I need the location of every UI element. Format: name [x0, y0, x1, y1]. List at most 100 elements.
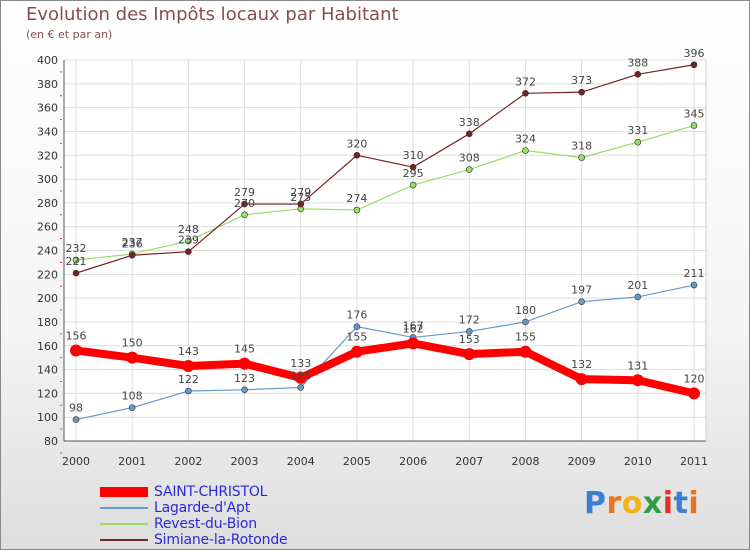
data-point-lagarde-d-apt [72, 416, 80, 423]
data-label-simiane-la-rotonde: 221 [66, 255, 87, 268]
x-tick-label: 2003 [231, 455, 259, 468]
logo-letter: i [662, 486, 674, 521]
data-label-lagarde-d-apt: 122 [178, 373, 199, 386]
data-point-simiane-la-rotonde [578, 88, 585, 96]
data-point-revest-du-bion [465, 166, 473, 173]
data-point-lagarde-d-apt [241, 386, 248, 394]
data-label-saint-christol: 131 [627, 359, 648, 372]
x-tick-label: 2002 [174, 455, 202, 468]
y-tick-label: 160 [37, 340, 58, 353]
logo-letter: r [606, 486, 622, 521]
data-label-saint-christol: 150 [122, 337, 143, 350]
data-point-revest-du-bion [578, 154, 585, 161]
series-line-lagarde-d-apt [75, 284, 695, 421]
series-lagarde-d-apt [72, 281, 698, 423]
logo-letter: x [642, 486, 663, 521]
chart-subtitle: (en € et par an) [26, 28, 113, 41]
data-labels: 156 150 143 145 133 155 162 153 155 132 131 120 98 10… [66, 47, 705, 415]
legend-swatch-lagarde-dapt [100, 507, 148, 509]
data-label-simiane-la-rotonde: 388 [627, 56, 648, 69]
logo-letter: P [584, 486, 607, 521]
data-point-lagarde-d-apt [634, 293, 642, 301]
data-point-lagarde-d-apt [185, 387, 192, 395]
data-label-revest-du-bion: 274 [346, 192, 367, 205]
data-label-lagarde-d-apt: 211 [684, 267, 705, 280]
data-label-revest-du-bion: 248 [178, 223, 199, 236]
data-point-saint-christol [575, 373, 588, 386]
data-point-lagarde-d-apt [522, 318, 529, 326]
x-tick-label: 2006 [399, 455, 427, 468]
data-label-saint-christol: 143 [178, 345, 199, 358]
x-tick-label: 2010 [624, 455, 652, 468]
data-point-simiane-la-rotonde [465, 130, 473, 138]
data-label-saint-christol: 133 [290, 357, 311, 370]
data-point-lagarde-d-apt [128, 404, 136, 411]
data-label-simiane-la-rotonde: 396 [684, 47, 705, 60]
y-tick-label: 400 [37, 54, 58, 67]
data-point-simiane-la-rotonde [522, 90, 529, 97]
data-label-revest-du-bion: 345 [684, 107, 705, 120]
data-point-revest-du-bion [185, 237, 192, 245]
data-label-revest-du-bion: 275 [290, 191, 311, 204]
grid-lines [64, 59, 706, 442]
data-label-simiane-la-rotonde: 373 [571, 74, 592, 87]
data-label-simiane-la-rotonde: 338 [459, 116, 480, 129]
data-label-saint-christol: 120 [684, 372, 705, 385]
data-label-revest-du-bion: 270 [234, 197, 255, 210]
logo-letter: o [621, 486, 643, 521]
data-label-revest-du-bion: 232 [66, 242, 87, 255]
data-point-saint-christol [350, 345, 363, 358]
data-point-lagarde-d-apt [353, 323, 361, 331]
series-revest-du-bion [72, 122, 698, 264]
data-point-revest-du-bion [353, 206, 361, 214]
legend-swatch-revest-du-bion [100, 523, 148, 525]
series-line-revest-du-bion [75, 124, 695, 261]
data-label-saint-christol: 155 [515, 331, 536, 344]
legend-label-revest-du-bion: Revest-du-Bion [154, 516, 257, 532]
y-tick-label: 260 [37, 221, 58, 234]
data-label-lagarde-d-apt: 108 [122, 390, 143, 403]
data-label-saint-christol: 162 [403, 322, 424, 335]
data-label-saint-christol: 145 [234, 343, 255, 356]
data-point-lagarde-d-apt [465, 328, 473, 335]
legend-swatch-simiane-la-rotonde [100, 539, 148, 541]
data-label-simiane-la-rotonde: 279 [290, 186, 311, 199]
x-tick-label: 2001 [118, 455, 146, 468]
data-label-simiane-la-rotonde: 236 [122, 237, 143, 250]
x-tick-label: 2011 [680, 455, 708, 468]
data-point-simiane-la-rotonde [185, 248, 192, 255]
y-tick-label: 100 [37, 411, 58, 424]
data-point-revest-du-bion [409, 181, 417, 189]
data-point-saint-christol [182, 359, 195, 372]
data-label-simiane-la-rotonde: 279 [234, 186, 255, 199]
data-point-saint-christol [407, 337, 420, 350]
legend-label-simiane-la-rotonde: Simiane-la-Rotonde [154, 532, 288, 548]
y-tick-label: 280 [37, 197, 58, 210]
data-label-saint-christol: 155 [346, 331, 367, 344]
y-tick-label: 380 [37, 78, 58, 91]
series-line-simiane-la-rotonde [75, 64, 695, 274]
data-point-saint-christol [463, 348, 476, 361]
data-label-revest-du-bion: 237 [122, 236, 143, 249]
proxiti-logo: Proxiti [584, 486, 699, 521]
data-label-revest-du-bion: 295 [403, 167, 424, 180]
data-label-saint-christol: 156 [66, 330, 87, 343]
y-tick-label: 120 [37, 387, 58, 400]
data-label-lagarde-d-apt: 167 [403, 319, 424, 332]
y-tick-label: 300 [37, 173, 58, 186]
x-tick-label: 2009 [568, 455, 596, 468]
data-point-simiane-la-rotonde [128, 251, 136, 259]
y-tick-label: 220 [37, 268, 58, 281]
data-point-simiane-la-rotonde [409, 163, 417, 171]
data-label-simiane-la-rotonde: 310 [403, 149, 424, 162]
y-tick-label: 80 [44, 435, 58, 448]
series-saint-christol [70, 337, 700, 400]
data-point-saint-christol [238, 357, 251, 370]
series-simiane-la-rotonde [72, 61, 698, 277]
data-label-revest-du-bion: 324 [515, 132, 536, 145]
y-tick-label: 320 [37, 149, 58, 162]
data-point-saint-christol [631, 374, 644, 387]
data-label-simiane-la-rotonde: 239 [178, 234, 199, 247]
legend-label-saint-christol: SAINT-CHRISTOL [154, 484, 268, 500]
